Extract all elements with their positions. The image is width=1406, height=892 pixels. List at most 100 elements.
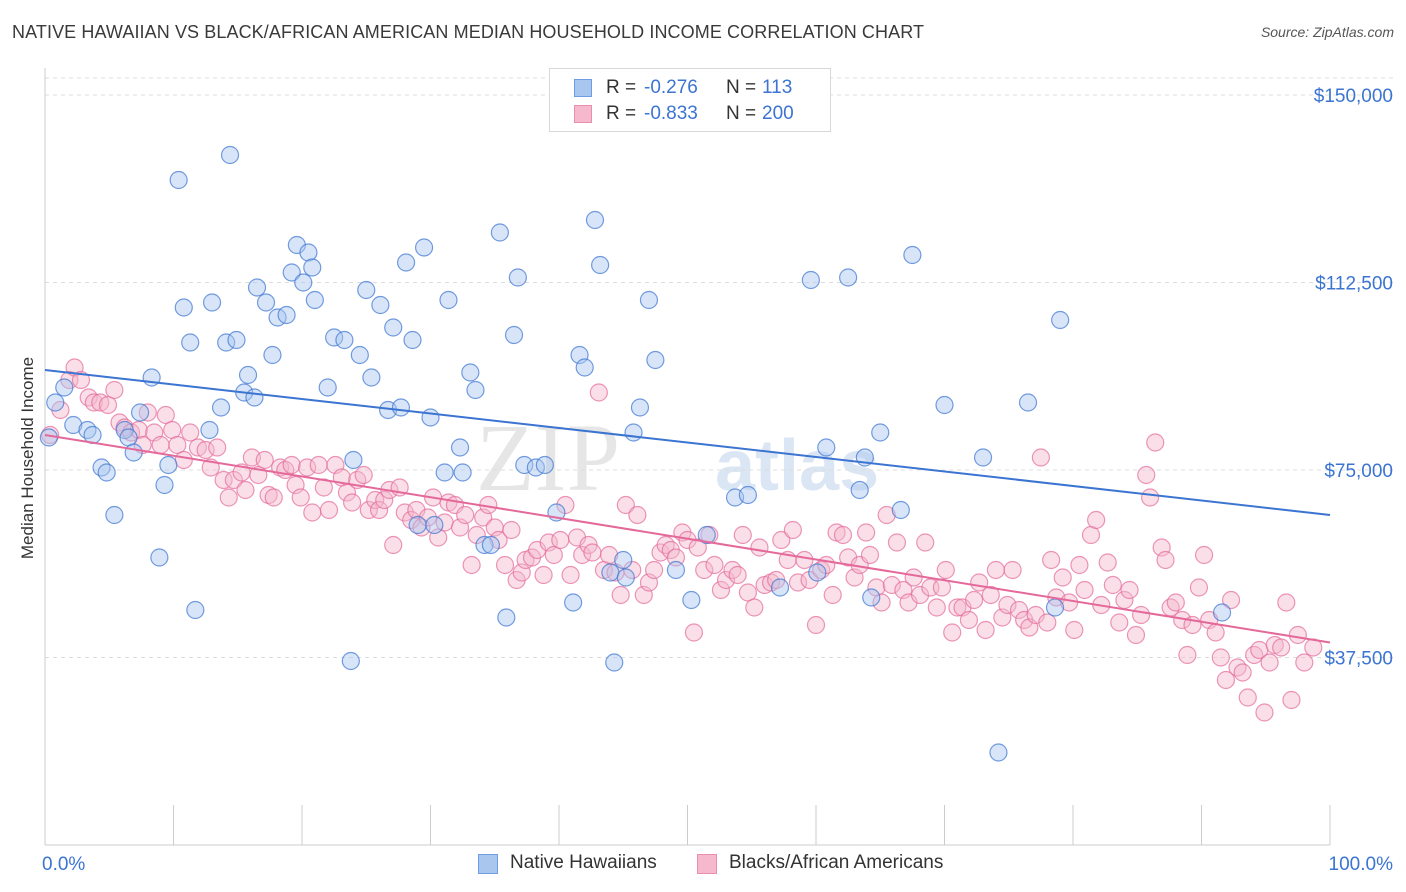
data-point (601, 563, 620, 582)
data-point (705, 555, 724, 575)
trend-lines (44, 369, 1331, 644)
data-point (639, 290, 659, 310)
data-point (97, 463, 116, 482)
data-point (611, 585, 630, 605)
data-point (357, 280, 376, 300)
data-point (943, 623, 962, 642)
legend-r-value: -0.276 (644, 77, 698, 98)
source-credit: Source: ZipAtlas.com (1260, 24, 1394, 40)
data-point (277, 305, 296, 325)
legend-row-native-hawaiians: R = -0.276 N = 113 (550, 75, 830, 101)
data-point (916, 533, 935, 552)
data-point (456, 505, 475, 525)
data-point (544, 545, 563, 565)
data-point (159, 455, 178, 475)
data-point (871, 423, 890, 442)
data-point (124, 443, 143, 462)
data-point (616, 568, 635, 587)
data-point (130, 403, 150, 422)
data-point (801, 270, 820, 290)
data-point (623, 560, 642, 580)
data-point (1255, 703, 1274, 722)
data-point (534, 565, 553, 585)
data-point (839, 268, 858, 287)
data-point (155, 475, 174, 495)
y-tick-label: $75,000 (1324, 461, 1393, 482)
data-point (1189, 578, 1209, 597)
data-point (964, 590, 984, 610)
data-point (1277, 593, 1296, 612)
data-point (551, 530, 570, 550)
data-point (450, 438, 470, 457)
data-point (806, 615, 826, 635)
data-point (1194, 545, 1214, 565)
data-point (948, 598, 967, 617)
data-point (605, 653, 624, 672)
data-point (319, 500, 339, 520)
data-point (1166, 593, 1185, 612)
data-point (860, 545, 880, 565)
data-point (695, 560, 714, 580)
data-point (583, 543, 602, 562)
data-point (903, 245, 922, 265)
data-point (910, 585, 930, 605)
legend-swatch-pink (697, 854, 717, 874)
data-point (181, 423, 200, 442)
data-point (467, 525, 486, 545)
data-point (1211, 648, 1230, 667)
data-point (343, 493, 362, 512)
data-point (151, 435, 170, 455)
data-point (927, 598, 946, 617)
chart-title: NATIVE HAWAIIAN VS BLACK/AFRICAN AMERICA… (12, 22, 925, 42)
data-point (291, 488, 310, 507)
data-point (585, 210, 605, 230)
data-point (211, 398, 231, 417)
data-point (256, 293, 276, 312)
data-point (1132, 605, 1151, 625)
data-point (1260, 653, 1279, 672)
legend-r-label: R = (606, 103, 637, 124)
data-point (591, 255, 610, 275)
data-point (403, 330, 422, 350)
data-point (872, 593, 891, 612)
data-point (309, 455, 328, 475)
data-point (1238, 688, 1257, 707)
data-point (303, 258, 322, 277)
data-point (92, 458, 111, 477)
data-point (156, 405, 175, 425)
data-point (1103, 575, 1122, 595)
data-point (341, 651, 360, 671)
data-point (770, 578, 790, 597)
data-point (475, 535, 494, 555)
data-point (55, 378, 74, 397)
data-point (305, 290, 324, 310)
data-point (1110, 613, 1129, 632)
data-point (435, 463, 454, 482)
data-point (314, 478, 333, 497)
data-point (362, 368, 381, 387)
data-point (1146, 433, 1165, 452)
data-point (79, 388, 98, 407)
data-point (255, 450, 274, 470)
data-point (564, 593, 583, 612)
axis-labels: $37,500 $75,000 $112,500 $150,000 0.0% 100.0%… (18, 86, 1393, 875)
data-point (745, 598, 764, 617)
data-point (887, 533, 907, 552)
y-axis-label: Median Household Income (18, 357, 37, 559)
data-point (264, 488, 283, 507)
data-point (684, 623, 704, 642)
data-point (425, 515, 444, 535)
data-point (630, 398, 650, 417)
data-point (247, 278, 267, 297)
data-point (788, 573, 808, 592)
data-point (936, 560, 955, 580)
data-point (245, 388, 264, 407)
data-point (515, 455, 534, 475)
data-point (439, 290, 458, 310)
data-point (535, 455, 554, 475)
data-point (508, 268, 527, 287)
data-point (318, 378, 337, 397)
data-point (1206, 623, 1225, 642)
legend-label: Native Hawaiians (510, 852, 657, 873)
legend-n-label: N = (726, 103, 757, 124)
